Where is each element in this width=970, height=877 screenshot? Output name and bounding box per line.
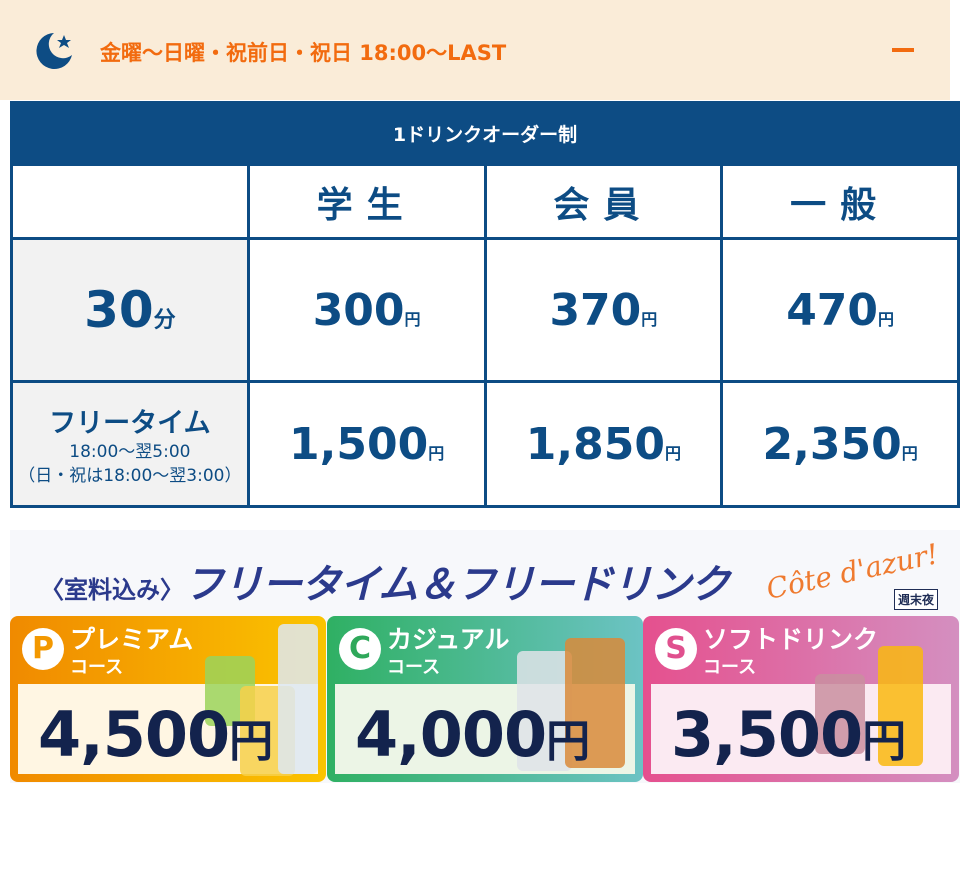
banner-headline: フリータイム＆フリードリンク [184, 562, 730, 608]
yen: 円 [404, 309, 421, 329]
row-header-freetime: フリータイム 18:00〜翌5:00 （日・祝は18:00〜翌3:00） [10, 380, 250, 508]
badge-c: C [339, 628, 381, 670]
course-name: プレミアム コース [70, 626, 193, 682]
smoothie-image [815, 674, 865, 754]
table-row: フリータイム 18:00〜翌5:00 （日・祝は18:00〜翌3:00） 1,5… [10, 380, 960, 508]
price-cell: 370円 [483, 237, 724, 383]
yen: 円 [664, 443, 681, 463]
course-card-premium: P プレミアムコース 4,500円 [10, 616, 326, 782]
row-label: 30 [84, 281, 154, 339]
table-caption: 1ドリンクオーダー制 [10, 101, 960, 166]
price-cell: 300円 [246, 237, 487, 383]
col-header-general: 一般 [720, 163, 960, 240]
course-name: カジュアル コース [387, 626, 510, 682]
course-sub: コース [70, 657, 124, 678]
price: 300 [312, 284, 405, 336]
float-image [878, 646, 923, 766]
course-sub: コース [703, 657, 757, 678]
schedule-accordion-header[interactable]: 金曜〜日曜・祝前日・祝日 18:00〜LAST [0, 0, 950, 100]
badge-s: S [655, 628, 697, 670]
price: 2,350 [762, 418, 902, 470]
course-price: 3,500円 [671, 698, 906, 771]
col-header-member: 会員 [483, 163, 724, 240]
row-label: フリータイム [49, 407, 211, 439]
badge-p: P [22, 628, 64, 670]
schedule-title: 金曜〜日曜・祝前日・祝日 18:00〜LAST [100, 41, 507, 65]
banner-prefix: 〈室料込み〉 [40, 576, 184, 604]
course-title: カジュアル [387, 625, 510, 654]
table-row: 30分 300円 370円 470円 [10, 237, 960, 383]
price: 470 [786, 284, 879, 336]
row-sub-holiday-hours: （日・祝は18:00〜翌3:00） [18, 465, 242, 486]
minus-icon[interactable] [892, 48, 914, 52]
row-label-unit: 分 [153, 308, 176, 333]
course-name: ソフトドリンクコース [703, 626, 878, 682]
course-sub: コース [387, 657, 441, 678]
yen: 円 [878, 309, 895, 329]
price: 370 [549, 284, 642, 336]
price-cell: 470円 [720, 237, 960, 383]
row-header-30min: 30分 [10, 237, 250, 383]
price-cell: 2,350円 [720, 380, 960, 508]
price-cell: 1,850円 [483, 380, 724, 508]
row-sub-hours: 18:00〜翌5:00 [69, 441, 191, 462]
beer-tap-image [278, 624, 318, 774]
price: 1,850 [525, 418, 665, 470]
course-card-softdrink: S ソフトドリンクコース 3,500円 [643, 616, 959, 782]
course-title: プレミアム [70, 625, 194, 654]
price-cell: 1,500円 [246, 380, 487, 508]
yen: 円 [901, 443, 918, 463]
yen: 円 [641, 309, 658, 329]
moon-star-icon [36, 33, 72, 69]
banner-title: 〈室料込み〉フリータイム＆フリードリンク [40, 552, 730, 610]
price-table: 1ドリンクオーダー制 学生 会員 一般 30分 300円 370円 470円 フ… [10, 101, 960, 508]
course-price: 4,000円 [355, 698, 590, 771]
empty-corner [10, 163, 250, 240]
course-price: 4,500円 [38, 698, 273, 771]
yen: 円 [428, 443, 445, 463]
highball-image [565, 638, 625, 768]
col-header-student: 学生 [246, 163, 487, 240]
freedrink-banner: 〈室料込み〉フリータイム＆フリードリンク Côte d'azur! 週末夜 P … [10, 530, 960, 783]
course-title: ソフトドリンク [703, 625, 879, 654]
price: 1,500 [289, 418, 429, 470]
weekend-tag: 週末夜 [894, 589, 939, 610]
course-card-casual: C カジュアルコース 4,000円 [327, 616, 643, 782]
chuhai-image [517, 651, 572, 771]
